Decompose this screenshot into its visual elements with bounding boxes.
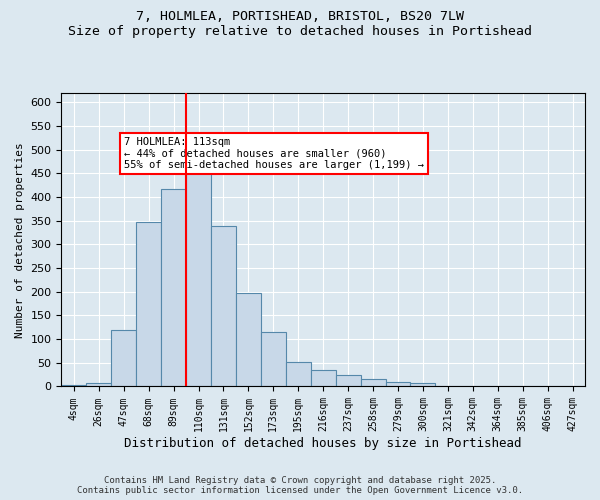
Bar xyxy=(386,382,410,386)
Text: 7, HOLMLEA, PORTISHEAD, BRISTOL, BS20 7LW
Size of property relative to detached : 7, HOLMLEA, PORTISHEAD, BRISTOL, BS20 7L… xyxy=(68,10,532,38)
Bar xyxy=(186,150,211,386)
Bar xyxy=(261,332,286,386)
Bar xyxy=(111,330,136,386)
Bar xyxy=(335,375,361,386)
Text: 7 HOLMLEA: 113sqm
← 44% of detached houses are smaller (960)
55% of semi-detache: 7 HOLMLEA: 113sqm ← 44% of detached hous… xyxy=(124,137,424,170)
Bar xyxy=(286,362,311,386)
Bar xyxy=(361,379,386,386)
Text: Contains HM Land Registry data © Crown copyright and database right 2025.
Contai: Contains HM Land Registry data © Crown c… xyxy=(77,476,523,495)
Bar xyxy=(236,293,261,386)
Bar xyxy=(86,382,111,386)
X-axis label: Distribution of detached houses by size in Portishead: Distribution of detached houses by size … xyxy=(124,437,522,450)
Bar xyxy=(311,370,335,386)
Bar xyxy=(410,382,436,386)
Bar xyxy=(211,226,236,386)
Bar xyxy=(161,189,186,386)
Y-axis label: Number of detached properties: Number of detached properties xyxy=(15,142,25,338)
Bar xyxy=(61,384,86,386)
Bar xyxy=(136,222,161,386)
